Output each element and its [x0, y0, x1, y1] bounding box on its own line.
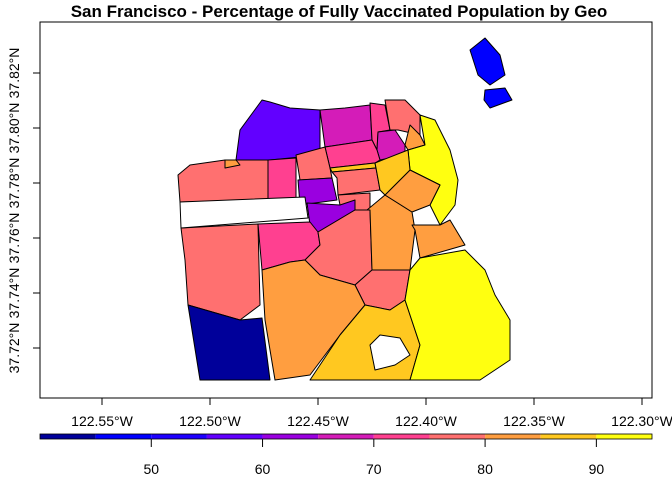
x-tick-label: 122.55°W: [71, 413, 133, 429]
y-tick-label: 37.76°N: [6, 213, 22, 264]
y-axis: 37.72°N 37.74°N 37.76°N 37.78°N 37.80°N 37.82…: [6, 48, 40, 374]
colorbar-tick-label: 90: [589, 461, 605, 477]
colorbar-bin: [318, 434, 374, 439]
map-regions: [177, 37, 513, 381]
map-region: [404, 249, 511, 381]
map-region: [407, 114, 459, 226]
y-tick-label: 37.72°N: [6, 323, 22, 374]
map-region: [177, 159, 269, 203]
map-region: [235, 99, 321, 161]
x-tick-label: 122.50°W: [179, 413, 241, 429]
y-tick-label: 37.82°N: [6, 48, 22, 99]
colorbar-legend: 50 60 70 80 90: [39, 433, 653, 477]
x-tick-label: 122.30°W: [611, 413, 672, 429]
colorbar-bin: [95, 434, 152, 439]
x-tick-label: 122.35°W: [503, 413, 565, 429]
map-region: [369, 334, 411, 371]
x-axis: 122.55°W 122.50°W 122.45°W 122.40°W 122.35°W…: [71, 398, 672, 429]
map-region: [224, 159, 241, 169]
colorbar-bin: [373, 434, 430, 439]
colorbar-frame: [39, 433, 653, 440]
colorbar-bin: [485, 434, 541, 439]
y-tick-label: 37.74°N: [6, 268, 22, 319]
colorbar-tick-label: 80: [477, 461, 493, 477]
colorbar-bin: [429, 434, 486, 439]
colorbar-bin: [596, 434, 652, 439]
colorbar-bin: [540, 434, 597, 439]
map-region: [374, 149, 411, 196]
colorbar-bin: [262, 434, 319, 439]
colorbar-tick-label: 70: [366, 461, 382, 477]
colorbar-tick-label: 50: [143, 461, 159, 477]
map-region: [483, 87, 513, 109]
x-tick-label: 122.45°W: [287, 413, 349, 429]
map-region: [180, 223, 261, 321]
map-region: [267, 157, 297, 201]
map-region: [297, 177, 338, 206]
colorbar-bin: [40, 434, 96, 439]
map-region: [469, 37, 506, 86]
map-region: [331, 167, 381, 196]
map-region: [295, 146, 333, 181]
plot-frame: [39, 21, 653, 399]
y-tick-label: 37.78°N: [6, 158, 22, 209]
chart-title: San Francisco - Percentage of Fully Vacc…: [71, 2, 608, 21]
colorbar-bin: [151, 434, 207, 439]
colorbar-bin: [206, 434, 263, 439]
map-region: [179, 196, 309, 229]
map-region: [411, 219, 466, 259]
y-tick-label: 37.80°N: [6, 103, 22, 154]
x-tick-label: 122.40°W: [395, 413, 457, 429]
colorbar-tick-label: 60: [255, 461, 271, 477]
map-region: [187, 304, 271, 381]
